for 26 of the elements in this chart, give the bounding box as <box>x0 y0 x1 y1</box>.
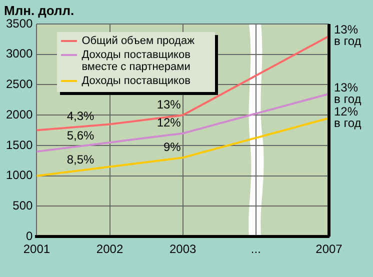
y-tick-label: 1500 <box>6 138 34 152</box>
y-axis-title: Млн. долл. <box>4 3 74 18</box>
x-tick-label: 2001 <box>23 242 50 256</box>
annotation: 13% в год <box>334 22 362 48</box>
legend-label: Доходы поставщиков <box>82 75 190 87</box>
annotation: 13% в год <box>334 80 362 106</box>
x-tick-label: ... <box>250 242 261 256</box>
y-tick-label: 2000 <box>6 107 34 122</box>
annotation: 4,3% <box>66 108 95 123</box>
y-tick-label: 3000 <box>6 46 34 61</box>
annotation: 8,5% <box>66 152 95 167</box>
y-tick-label: 1000 <box>6 168 34 182</box>
annotation: 13% <box>156 97 182 112</box>
annotation: 9% <box>164 140 182 154</box>
y-tick-label: 500 <box>12 198 34 213</box>
legend-label: Доходы поставщиков вместе с партнерами <box>82 49 192 73</box>
y-tick-label: 3500 <box>6 16 34 30</box>
annotation: 12% <box>156 116 182 130</box>
x-tick-label: 2003 <box>169 242 197 256</box>
y-tick-label: 2500 <box>6 77 34 92</box>
x-tick-label: 2007 <box>316 242 343 256</box>
x-tick-label: 2002 <box>96 242 124 256</box>
y-tick-label: 0 <box>26 228 34 243</box>
legend-label: Общий объем продаж <box>82 35 194 47</box>
annotation: 5,6% <box>66 128 95 142</box>
annotation: 12% в год <box>334 104 362 130</box>
